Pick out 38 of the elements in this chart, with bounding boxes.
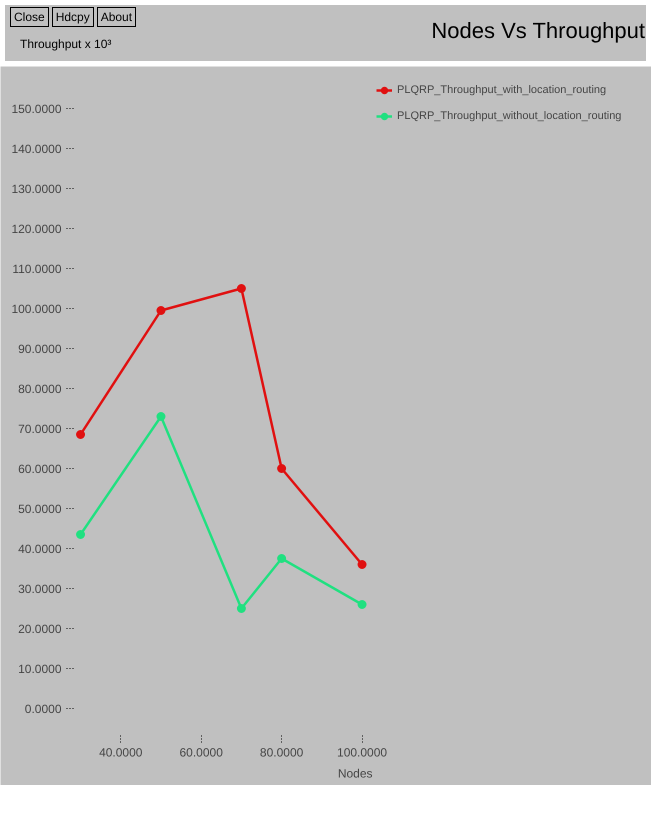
text: Close: [10, 7, 49, 27]
y-tick-label: 20.0000: [18, 622, 62, 636]
y-tick-label: 60.0000: [18, 462, 62, 476]
point: [236, 604, 246, 613]
point: [358, 600, 367, 609]
x-tick-label: 60.0000: [180, 746, 224, 760]
y-tick-label: 10.0000: [18, 662, 62, 676]
text: About: [96, 7, 136, 27]
y-tick-label: 110.0000: [12, 262, 62, 276]
point: [236, 284, 246, 293]
point: [277, 464, 286, 473]
x-tick-label: 80.0000: [260, 746, 304, 760]
y-tick-label: 50.0000: [18, 502, 62, 516]
y-tick-label: 150.0000: [11, 102, 62, 116]
point: [156, 412, 166, 421]
point: [76, 430, 86, 439]
y-tick-label: 130.0000: [11, 182, 62, 196]
text: Nodes Vs Throughput: [431, 17, 645, 45]
y-tick-label: 30.0000: [18, 582, 62, 596]
x-tick-label: 100.0000: [337, 746, 388, 760]
y-tick-label: 0.0000: [24, 702, 62, 716]
point: [277, 554, 286, 563]
y-tick-label: 120.0000: [11, 222, 62, 236]
point: [156, 306, 166, 315]
point: [76, 530, 86, 539]
y-tick-label: 90.0000: [18, 342, 62, 356]
y-tick-label: 40.0000: [18, 542, 62, 556]
y-tick-label: 70.0000: [18, 422, 62, 436]
y-tick-label: 140.0000: [11, 142, 62, 156]
x-axis-title: Nodes: [338, 766, 372, 780]
y-axis-title: Throughput x 10³: [20, 36, 112, 54]
legend-label: PLQRP_Throughput_with_location_routing: [397, 84, 606, 96]
point: [358, 560, 367, 569]
text: Hdcpy: [52, 7, 94, 27]
y-tick-label: 80.0000: [18, 382, 62, 396]
x-tick-label: 40.0000: [99, 746, 143, 760]
legend-label: PLQRP_Throughput_without_location_routing: [397, 110, 622, 122]
y-tick-label: 100.0000: [11, 302, 62, 316]
